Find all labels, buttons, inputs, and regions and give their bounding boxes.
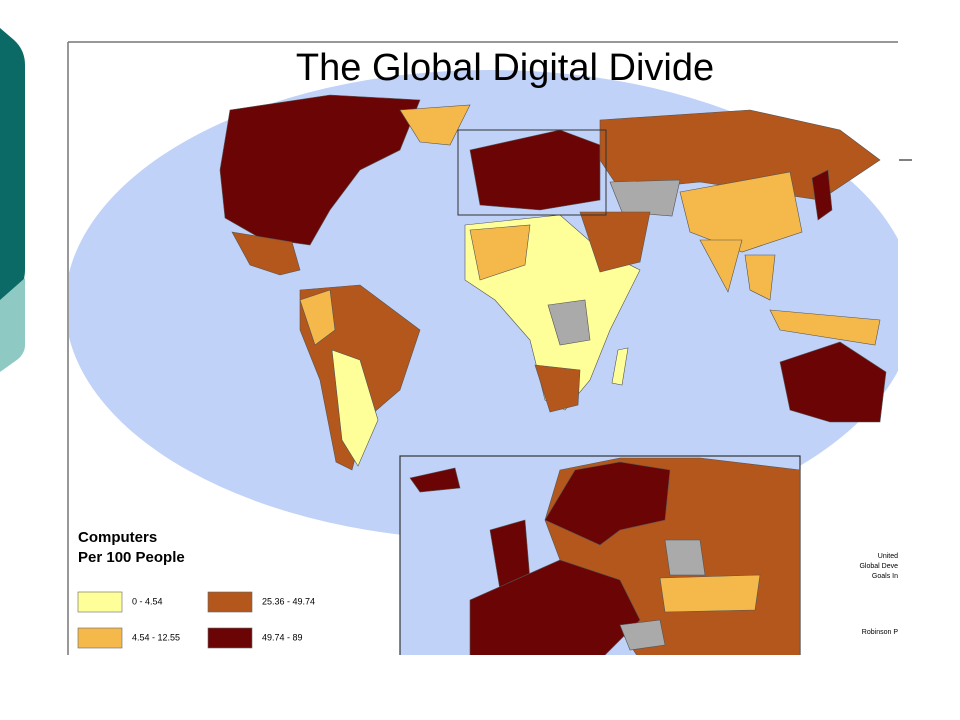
source-line: Global Deve	[859, 563, 898, 570]
southern-africa	[534, 364, 581, 413]
andes	[299, 289, 336, 346]
balkans	[619, 619, 666, 651]
inset-indicator	[457, 129, 607, 216]
legend-title: Computers	[78, 529, 157, 546]
middle-east	[579, 211, 651, 273]
legend-title: Per 100 People	[78, 549, 185, 566]
southern-cone	[331, 349, 379, 467]
source-note: United Global Deve Goals In Robinson P	[859, 553, 898, 636]
scandinavia	[544, 461, 671, 546]
legend: 0 - 4.54 4.54 - 12.55 25.36 - 49.74 49.74 -…	[77, 591, 315, 649]
legend-label: 49.74 - 89	[262, 632, 303, 642]
slide-accent-dark	[0, 28, 25, 305]
source-line: United	[878, 553, 898, 560]
india	[699, 239, 743, 293]
map	[69, 70, 898, 655]
western-europe	[469, 559, 641, 655]
belarus	[664, 539, 706, 576]
central-africa	[547, 299, 591, 346]
map-title: The Global Digital Divide	[296, 47, 714, 89]
source-line: Goals In	[872, 573, 898, 580]
north-africa	[469, 224, 531, 281]
legend-label: 25.36 - 49.74	[262, 596, 315, 606]
legend-swatch	[207, 627, 253, 649]
ukraine	[659, 574, 761, 613]
australia	[779, 341, 887, 423]
legend-swatch	[207, 591, 253, 613]
legend-swatch	[77, 627, 123, 649]
source-line: Robinson P	[862, 629, 899, 636]
southeast-asia	[744, 254, 776, 301]
japan	[811, 169, 833, 221]
slide-accent-light	[0, 278, 25, 372]
continents	[219, 94, 887, 471]
central-asia	[609, 179, 681, 217]
legend-swatch	[77, 591, 123, 613]
indonesia	[769, 309, 881, 346]
greenland	[399, 104, 471, 146]
north-america	[219, 94, 421, 246]
legend-label: 0 - 4.54	[132, 596, 163, 606]
legend-label: 4.54 - 12.55	[132, 632, 180, 642]
madagascar	[611, 347, 629, 386]
china	[679, 171, 803, 253]
inset-countries	[409, 457, 801, 655]
mexico	[231, 231, 301, 276]
iceland	[409, 467, 461, 493]
